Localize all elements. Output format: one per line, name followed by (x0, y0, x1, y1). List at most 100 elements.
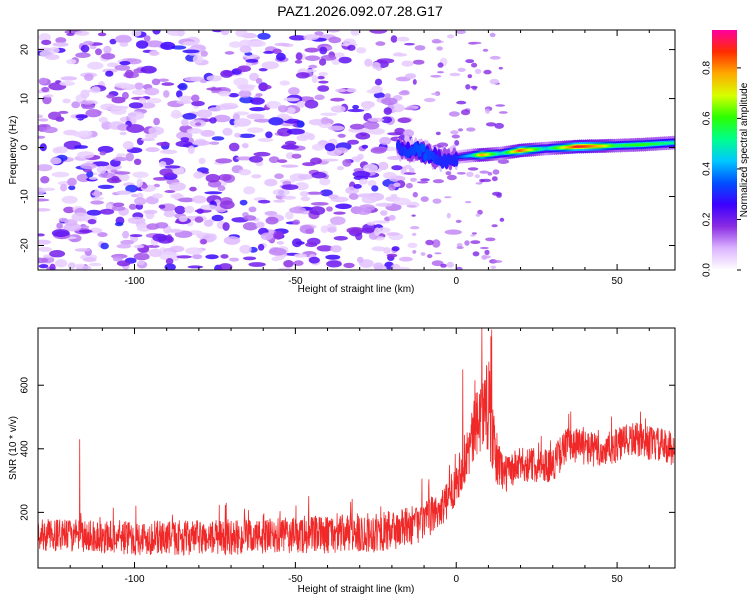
noise-blob (106, 94, 115, 99)
noise-blob (455, 30, 466, 34)
noise-blob (196, 109, 213, 119)
noise-blob (163, 210, 176, 218)
noise-blob (361, 144, 369, 149)
noise-blob (471, 232, 477, 235)
noise-blob (376, 66, 383, 72)
noise-blob (64, 219, 78, 227)
noise-blob (470, 234, 476, 237)
noise-blob (366, 89, 382, 94)
noise-blob (88, 262, 102, 267)
noise-blob (446, 261, 454, 268)
noise-blob (74, 145, 88, 149)
snr-panel: -100 -50 0 50 200 400 600 Height of straight l… (8, 327, 676, 595)
noise-blob (91, 191, 103, 197)
noise-blob (289, 206, 307, 214)
noise-blob (122, 141, 134, 150)
noise-blob (274, 42, 291, 47)
noise-blob (60, 183, 68, 192)
noise-blob (423, 97, 436, 103)
noise-blob (444, 196, 452, 199)
noise-blob (243, 215, 257, 221)
noise-blob (265, 131, 273, 139)
noise-blob (119, 61, 131, 66)
noise-blob (211, 136, 225, 141)
noise-blob (211, 214, 224, 222)
noise-blob (300, 196, 311, 202)
noise-blob (209, 233, 217, 241)
noise-blob (75, 114, 88, 119)
noise-blob (371, 246, 386, 252)
noise-blob (319, 58, 327, 66)
noise-blob (437, 62, 444, 68)
noise-blob (342, 159, 352, 167)
noise-blob (139, 102, 156, 109)
snr-series-line (38, 328, 675, 556)
noise-blob (51, 229, 70, 238)
noise-blob (220, 30, 230, 36)
noise-blob (97, 145, 114, 154)
spectrogram-x-tick-label: -50 (288, 276, 303, 287)
noise-blob (298, 174, 314, 180)
noise-blob (328, 36, 342, 44)
noise-blob (159, 161, 167, 168)
noise-blob (335, 88, 347, 93)
noise-blob (374, 227, 381, 236)
noise-blob (401, 60, 414, 67)
noise-blob (318, 72, 328, 76)
noise-blob (432, 239, 441, 248)
noise-blob (372, 220, 390, 224)
spectrogram-y-tick-label: 0 (20, 144, 31, 150)
snr-y-tick-label: 400 (20, 440, 31, 457)
noise-blob (159, 168, 175, 177)
noise-blob (133, 158, 142, 165)
noise-blob (411, 214, 416, 217)
noise-blob (241, 143, 249, 149)
noise-blob (432, 198, 442, 204)
noise-blob (158, 251, 177, 261)
noise-blob (327, 30, 340, 33)
noise-blob (337, 133, 346, 138)
noise-blob (257, 243, 265, 251)
noise-blob (346, 88, 357, 93)
noise-blob (63, 129, 78, 136)
noise-blob (320, 225, 329, 233)
noise-blob (175, 140, 193, 147)
noise-blob (38, 264, 49, 269)
noise-blob (286, 128, 305, 135)
noise-blob (172, 166, 185, 175)
noise-blob (146, 244, 160, 248)
noise-blob (147, 98, 162, 104)
noise-blob (164, 190, 176, 193)
noise-blob (470, 85, 478, 89)
noise-blob (148, 248, 162, 258)
noise-blob (38, 233, 45, 237)
noise-blob (444, 229, 462, 235)
noise-blob (338, 56, 352, 64)
spectrogram-y-tick-label: -10 (20, 189, 31, 204)
noise-blob (381, 116, 393, 124)
noise-blob (145, 147, 160, 153)
noise-blob (296, 134, 309, 142)
noise-blob (237, 65, 251, 72)
noise-blob (273, 199, 286, 203)
noise-blob (38, 198, 50, 202)
noise-blob (151, 78, 161, 86)
noise-blob (390, 193, 398, 198)
noise-blob (117, 123, 130, 131)
noise-blob (292, 238, 302, 248)
noise-blob (466, 127, 476, 132)
noise-blob (471, 62, 478, 68)
noise-blob (111, 175, 120, 183)
noise-blob (204, 191, 223, 195)
ridge-mark (421, 143, 426, 153)
noise-blob (450, 130, 459, 135)
noise-blob (490, 265, 497, 269)
noise-blob (356, 256, 364, 263)
noise-blob (159, 149, 178, 155)
noise-blob (412, 232, 417, 236)
noise-blob (327, 226, 337, 233)
noise-blob (220, 69, 233, 78)
colorbar: 0.0 0.2 0.4 0.6 0.8 Normalized spectral ampl… (702, 30, 750, 277)
noise-blob (38, 164, 53, 172)
noise-blob (248, 206, 257, 213)
